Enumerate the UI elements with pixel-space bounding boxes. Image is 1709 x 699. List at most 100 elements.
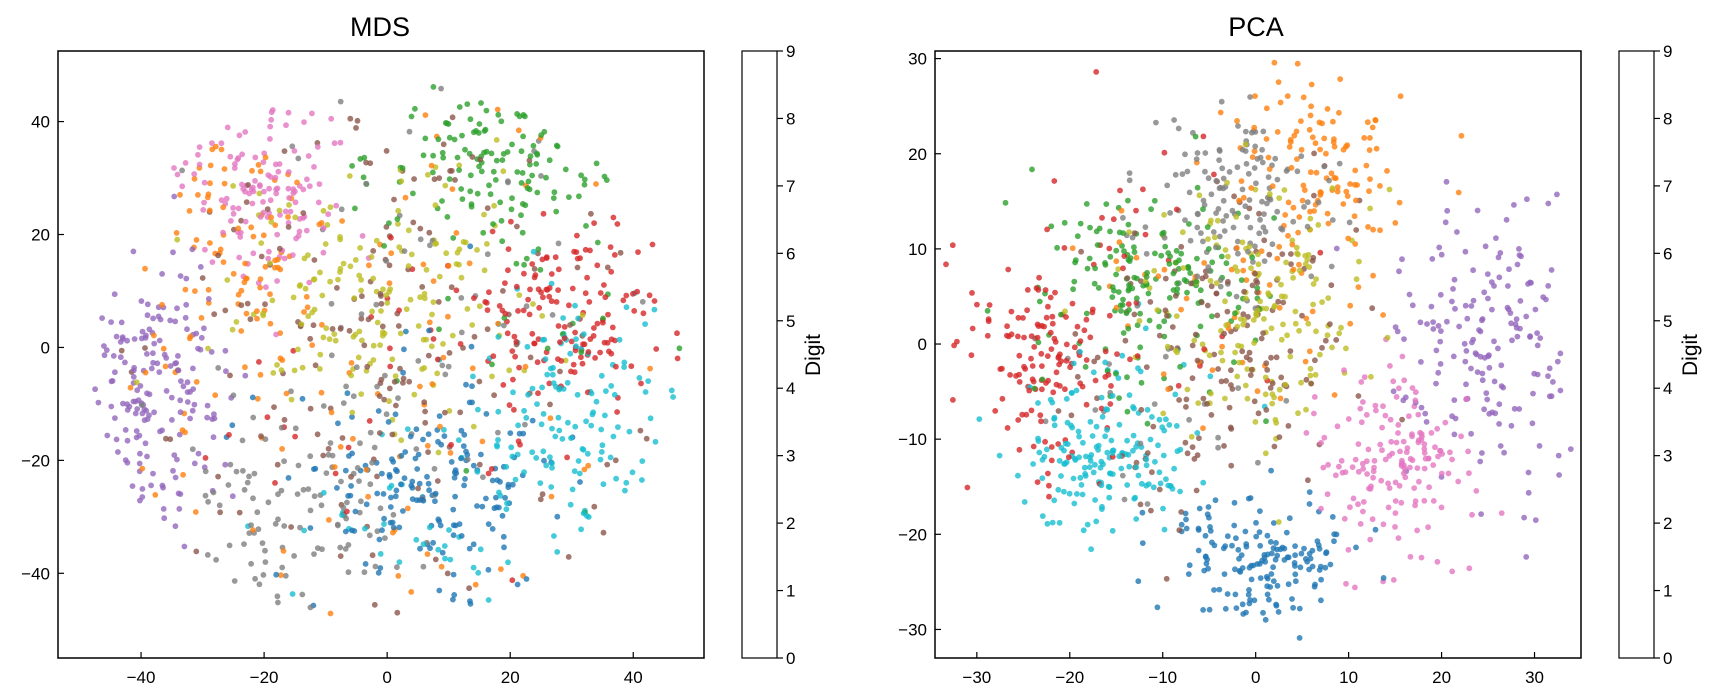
scatter-point-digit-7 [337,544,344,551]
scatter-point-digit-7 [1194,224,1201,231]
scatter-point-digit-8 [429,311,435,318]
scatter-point-digit-7 [233,468,240,475]
scatter-point-digit-6 [1355,501,1361,508]
scatter-point-digit-9 [1149,414,1155,420]
scatter-point-digit-7 [1336,160,1343,167]
scatter-point-digit-6 [267,136,273,142]
scatter-point-digit-9 [1051,416,1057,422]
scatter-point-digit-0 [478,451,484,458]
scatter-point-digit-2 [1145,290,1152,297]
scatter-point-digit-5 [1176,397,1182,403]
scatter-point-digit-4 [1401,336,1407,342]
scatter-point-digit-2 [381,243,387,249]
scatter-point-digit-5 [1231,193,1237,200]
scatter-point-digit-5 [400,379,406,386]
scatter-point-digit-3 [1110,216,1117,223]
scatter-point-digit-5 [1279,251,1286,257]
scatter-point-digit-1 [1290,266,1297,273]
scatter-point-digit-0 [420,436,426,443]
scatter-point-digit-2 [566,194,572,201]
scatter-point-digit-5 [1163,575,1170,582]
scatter-point-digit-5 [1094,354,1101,361]
scatter-point-digit-3 [1087,334,1094,341]
scatter-point-digit-6 [182,160,189,166]
scatter-point-digit-8 [278,367,285,374]
scatter-point-digit-2 [444,214,451,220]
scatter-point-digit-4 [1438,251,1445,258]
scatter-point-digit-5 [1204,302,1211,309]
scatter-point-digit-1 [1289,241,1296,248]
scatter-point-digit-3 [387,345,393,352]
scatter-point-digit-7 [1198,230,1204,237]
scatter-point-digit-8 [1343,345,1349,352]
scatter-point-digit-8 [260,310,266,317]
scatter-point-digit-1 [1369,124,1376,131]
scatter-point-digit-5 [215,252,222,259]
scatter-point-digit-9 [525,391,531,398]
scatter-point-digit-2 [1086,255,1093,262]
scatter-point-digit-6 [1406,413,1412,420]
scatter-point-digit-5 [1149,469,1155,476]
scatter-point-digit-6 [289,252,296,258]
scatter-point-digit-6 [283,122,289,129]
scatter-point-digit-5 [1353,227,1360,233]
scatter-point-digit-4 [139,410,146,417]
scatter-point-digit-4 [1396,268,1402,275]
scatter-point-digit-0 [1296,605,1303,612]
scatter-point-digit-3 [674,355,681,362]
scatter-point-digit-3 [1108,383,1114,389]
scatter-point-digit-7 [1144,501,1151,507]
scatter-point-digit-2 [1197,287,1204,294]
scatter-point-digit-0 [1211,587,1217,593]
scatter-point-digit-1 [1323,150,1329,157]
scatter-point-digit-2 [1125,287,1132,294]
scatter-point-digit-6 [287,208,294,215]
scatter-point-digit-4 [118,319,125,326]
scatter-point-digit-8 [274,362,280,368]
scatter-point-digit-6 [1421,497,1428,504]
scatter-point-digit-4 [190,365,196,372]
scatter-point-digit-6 [1455,478,1462,485]
scatter-point-digit-2 [1205,246,1212,252]
scatter-point-digit-7 [256,581,263,588]
scatter-point-digit-5 [314,431,321,438]
scatter-point-digit-1 [1266,282,1273,288]
scatter-point-digit-4 [1435,369,1442,376]
scatter-point-digit-3 [571,369,578,376]
scatter-point-digit-6 [224,124,231,131]
scatter-point-digit-7 [371,444,378,451]
scatter-point-digit-7 [1242,203,1249,210]
scatter-point-digit-8 [1296,327,1302,334]
scatter-point-digit-2 [463,467,470,474]
scatter-point-digit-0 [388,494,394,501]
scatter-point-digit-8 [286,202,292,208]
scatter-point-digit-4 [1498,362,1505,369]
scatter-point-digit-9 [598,426,605,433]
scatter-point-digit-8 [1296,267,1303,274]
scatter-point-digit-9 [1086,464,1093,470]
scatter-point-digit-9 [485,597,492,603]
scatter-point-digit-8 [1233,214,1240,220]
scatter-point-digit-3 [1046,493,1052,500]
scatter-point-digit-4 [1503,216,1510,223]
scatter-point-digit-6 [230,205,237,211]
scatter-point-digit-5 [271,404,277,410]
scatter-point-digit-7 [439,362,446,369]
scatter-point-digit-9 [615,424,621,430]
scatter-point-digit-7 [202,492,209,499]
scatter-point-digit-5 [364,363,371,370]
scatter-point-digit-5 [361,342,368,349]
scatter-point-digit-5 [274,461,281,468]
scatter-point-digit-5 [514,223,520,230]
scatter-point-digit-7 [1179,171,1186,178]
scatter-point-digit-6 [239,151,246,158]
pca-colorbar-label: Digit [1679,334,1702,376]
scatter-point-digit-5 [1249,282,1256,289]
scatter-point-digit-7 [458,295,465,301]
scatter-point-digit-0 [1315,542,1322,548]
scatter-point-digit-5 [469,154,476,160]
scatter-point-digit-2 [551,189,558,196]
scatter-point-digit-1 [249,167,255,174]
scatter-point-digit-9 [554,549,561,555]
scatter-point-digit-8 [320,207,327,214]
